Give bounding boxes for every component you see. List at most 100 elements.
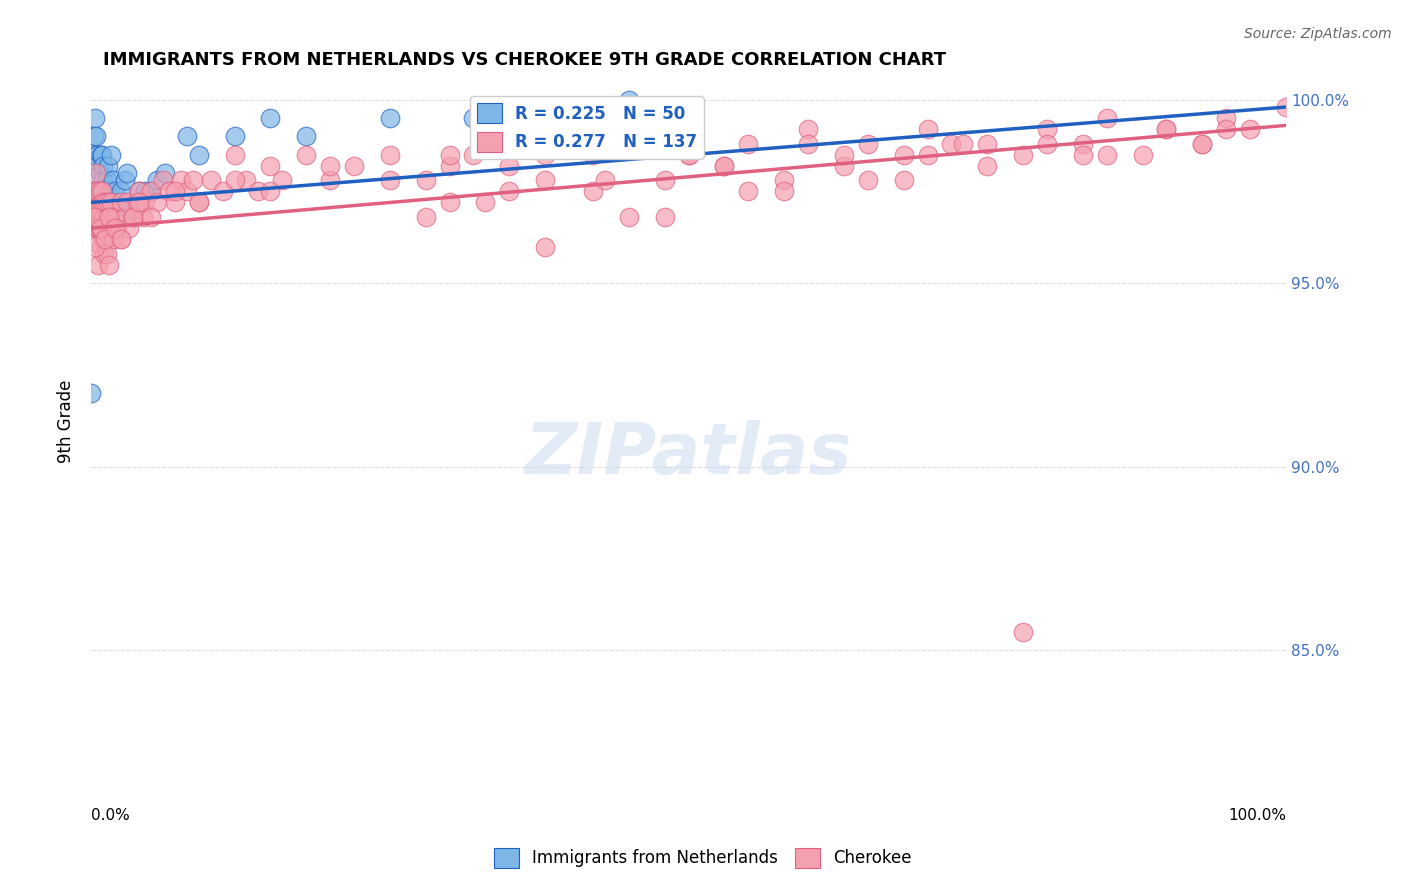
Point (737, 136, 759, 151)
Point (90, 185, 112, 199)
Point (893, 147, 915, 161)
Point (654, 173, 676, 187)
Point (94, 195, 117, 210)
Point (83, 185, 105, 199)
Point (87, 202, 110, 217)
Point (976, 159, 998, 173)
Point (90, 185, 112, 199)
Point (157, 185, 180, 199)
Point (319, 159, 342, 173)
Point (832, 147, 855, 161)
Point (259, 159, 281, 173)
Point (617, 210, 640, 224)
Point (1071, 147, 1094, 161)
Point (90, 202, 112, 217)
Point (773, 185, 796, 199)
Point (98, 210, 121, 224)
Point (713, 159, 735, 173)
Point (80, 386, 103, 401)
Point (100, 147, 122, 161)
Point (104, 185, 127, 199)
Point (463, 111, 485, 125)
Point (122, 210, 145, 224)
Point (84, 129, 107, 144)
Point (98, 221, 121, 235)
Point (224, 173, 246, 187)
Y-axis label: 9th Grade: 9th Grade (58, 379, 75, 463)
Point (832, 159, 855, 173)
Point (463, 147, 485, 161)
Point (295, 129, 318, 144)
Point (534, 147, 557, 161)
Point (83, 202, 105, 217)
Point (187, 147, 209, 161)
Point (534, 173, 557, 187)
Point (83, 147, 105, 161)
Point (91, 173, 114, 187)
Point (1156, 122, 1178, 136)
Point (94, 185, 117, 199)
Point (94, 232, 117, 246)
Point (1012, 147, 1035, 161)
Point (176, 129, 198, 144)
Point (86, 221, 108, 235)
Point (97, 159, 120, 173)
Point (737, 185, 759, 199)
Point (439, 195, 461, 210)
Point (87, 185, 110, 199)
Point (96, 173, 118, 187)
Point (118, 221, 141, 235)
Point (1191, 136, 1213, 151)
Point (96, 210, 118, 224)
Point (128, 195, 150, 210)
Point (90, 221, 112, 235)
Point (439, 147, 461, 161)
Point (378, 111, 401, 125)
Point (125, 195, 148, 210)
Point (93, 210, 115, 224)
Point (98, 185, 121, 199)
Point (83, 239, 105, 253)
Point (86, 159, 108, 173)
Point (87, 258, 110, 272)
Point (856, 136, 879, 151)
Point (98, 258, 121, 272)
Point (187, 195, 209, 210)
Point (128, 185, 150, 199)
Point (89, 185, 111, 199)
Point (83, 210, 105, 224)
Point (1095, 111, 1118, 125)
Point (1191, 136, 1213, 151)
Point (1215, 122, 1237, 136)
Point (170, 173, 193, 187)
Point (271, 173, 294, 187)
Point (89, 221, 111, 235)
Point (558, 136, 581, 151)
Point (128, 185, 150, 199)
Point (1275, 100, 1298, 114)
Point (101, 221, 124, 235)
Point (93, 210, 115, 224)
Point (155, 166, 177, 180)
Point (107, 195, 129, 210)
Point (146, 173, 169, 187)
Point (893, 173, 915, 187)
Point (89, 166, 111, 180)
Point (114, 173, 136, 187)
Point (1095, 147, 1118, 161)
Point (582, 185, 605, 199)
Point (917, 122, 939, 136)
Point (101, 173, 124, 187)
Point (439, 159, 461, 173)
Point (917, 147, 939, 161)
Point (91, 232, 114, 246)
Point (93, 185, 115, 199)
Point (91, 195, 114, 210)
Point (415, 173, 437, 187)
Point (247, 185, 270, 199)
Text: 0.0%: 0.0% (91, 808, 129, 823)
Point (1036, 122, 1059, 136)
Point (941, 136, 963, 151)
Point (118, 202, 141, 217)
Point (474, 195, 496, 210)
